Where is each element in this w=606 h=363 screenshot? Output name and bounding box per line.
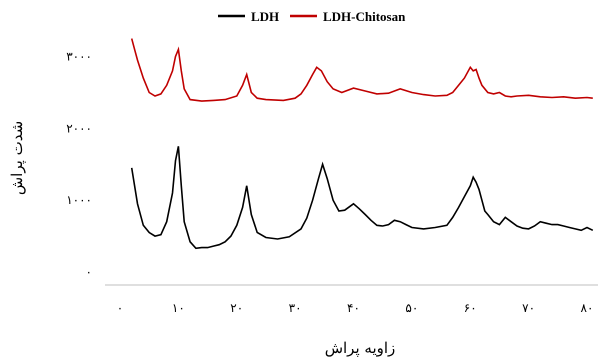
x-axis-ticks: ۰ ۱۰ ۲۰ ۳۰ ۴۰ ۵۰ ۶۰ ۷۰ ۸۰ — [117, 301, 594, 315]
legend-label-ldh-chitosan: LDH-Chitosan — [323, 9, 406, 24]
y-axis-ticks: ۰ ۱۰۰۰ ۲۰۰۰ ۳۰۰۰ — [66, 50, 92, 279]
x-tick-label: ۶۰ — [464, 301, 477, 315]
x-tick-label: ۳۰ — [289, 301, 302, 315]
x-tick-label: ۰ — [117, 301, 123, 315]
x-axis-title: زاویه پراش — [325, 339, 396, 357]
series-line-ldh — [130, 146, 594, 250]
x-tick-label: ۸۰ — [581, 301, 594, 315]
y-tick-label: ۱۰۰۰ — [66, 193, 92, 207]
x-tick-label: ۵۰ — [405, 301, 418, 315]
series-line-ldh-chitosan — [130, 38, 593, 102]
y-tick-label: ۰ — [86, 265, 92, 279]
legend: LDH LDH-Chitosan — [218, 9, 406, 24]
x-tick-label: ۴۰ — [347, 301, 360, 315]
x-tick-label: ۲۰ — [230, 301, 243, 315]
y-axis-title: شدت پراش — [8, 121, 26, 195]
x-tick-label: ۷۰ — [522, 301, 535, 315]
y-tick-label: ۳۰۰۰ — [66, 50, 92, 64]
y-tick-label: ۲۰۰۰ — [66, 121, 92, 135]
legend-label-ldh: LDH — [251, 9, 279, 24]
x-tick-label: ۱۰ — [172, 301, 185, 315]
